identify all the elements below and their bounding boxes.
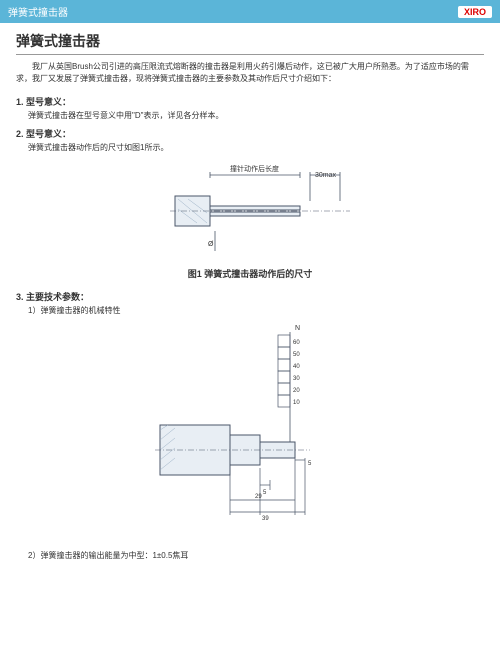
section2-head: 2. 型号意义： bbox=[16, 127, 484, 140]
svg-text:60: 60 bbox=[293, 340, 300, 346]
section3-head: 3. 主要技术参数： bbox=[16, 290, 484, 303]
content: 弹簧式撞击器 我厂从英国Brush公司引进的高压限流式熔断器的撞击器是利用火药引… bbox=[0, 23, 500, 569]
fig1-dia: Ø bbox=[208, 241, 214, 248]
breadcrumb: 弹簧式撞击器 bbox=[8, 4, 68, 19]
fig2-axisN: N bbox=[295, 325, 300, 332]
fig1-label-right: 30max bbox=[315, 172, 337, 179]
svg-text:10: 10 bbox=[293, 400, 300, 406]
page-title: 弹簧式撞击器 bbox=[16, 31, 484, 55]
svg-text:30: 30 bbox=[293, 376, 300, 382]
section3-sub1: 1）弹簧撞击器的机械特性 bbox=[28, 305, 484, 316]
section1-head: 1. 型号意义： bbox=[16, 95, 484, 108]
figure2: N 60 50 40 30 20 10 bbox=[140, 320, 360, 540]
svg-text:29: 29 bbox=[255, 494, 262, 500]
svg-text:40: 40 bbox=[293, 364, 300, 370]
intro-text: 我厂从英国Brush公司引进的高压限流式熔断器的撞击器是利用火药引爆后动作，这已… bbox=[16, 61, 484, 85]
fig1-label-top: 撞针动作后长度 bbox=[230, 164, 279, 173]
fig1-caption: 图1 弹簧式撞击器动作后的尺寸 bbox=[16, 267, 484, 280]
svg-text:5: 5 bbox=[263, 490, 267, 496]
figure1: 撞针动作后长度 30max Ø bbox=[140, 161, 360, 261]
footer-note: 2）弹簧撞击器的输出能量为中型：1±0.5焦耳 bbox=[28, 550, 484, 561]
svg-text:20: 20 bbox=[293, 388, 300, 394]
svg-text:39: 39 bbox=[262, 516, 269, 522]
section1-body: 弹簧式撞击器在型号意义中用"D"表示，详见各分样本。 bbox=[28, 110, 484, 121]
fig2-yboxes bbox=[278, 335, 290, 407]
svg-text:50: 50 bbox=[293, 352, 300, 358]
svg-text:5: 5 bbox=[308, 461, 312, 467]
header-bar: 弹簧式撞击器 XIRO bbox=[0, 0, 500, 23]
logo: XIRO bbox=[458, 6, 492, 18]
section2-body: 弹簧式撞击器动作后的尺寸如图1所示。 bbox=[28, 142, 484, 153]
